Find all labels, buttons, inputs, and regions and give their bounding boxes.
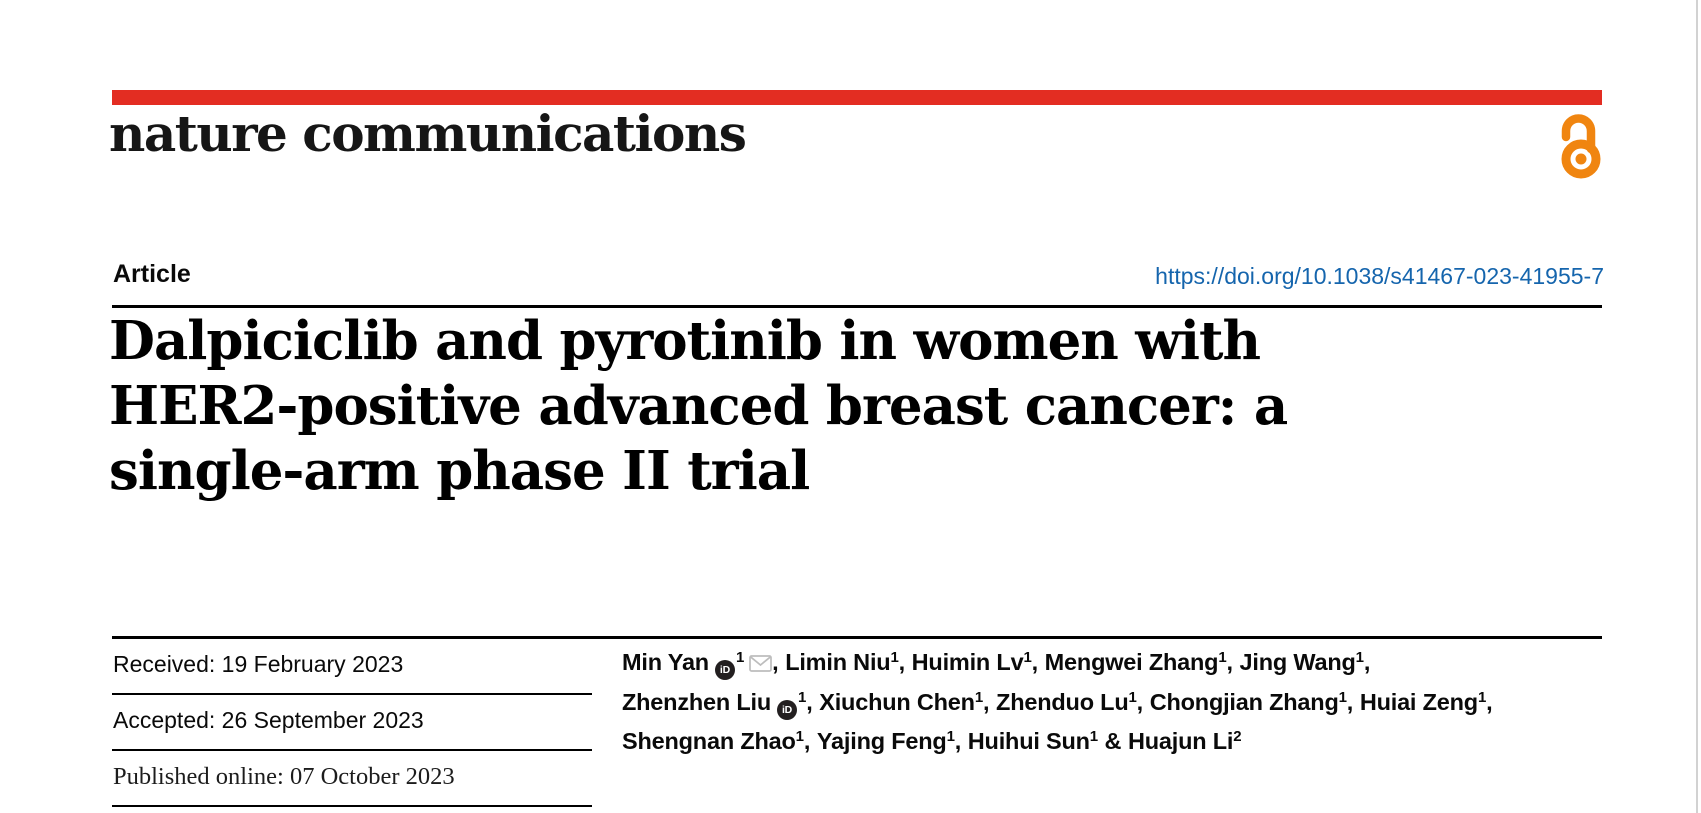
author-separator: , bbox=[1031, 649, 1045, 675]
history-divider bbox=[112, 805, 592, 807]
author: Chongjian Zhang bbox=[1149, 688, 1339, 715]
affiliation-superscript: 1 bbox=[735, 649, 745, 667]
affiliation-superscript: 2 bbox=[1233, 728, 1242, 746]
affiliation-superscript: 1 bbox=[1128, 688, 1137, 706]
author-separator: , bbox=[982, 688, 997, 715]
author: Min Yan bbox=[622, 649, 709, 675]
author-separator: , bbox=[1136, 688, 1150, 715]
affiliation-superscript: 1 bbox=[1355, 649, 1364, 667]
header-divider-rule bbox=[112, 636, 1602, 639]
author: Shengnan Zhao bbox=[622, 728, 796, 754]
affiliation-superscript: 1 bbox=[795, 728, 804, 746]
journal-logo: nature communications bbox=[109, 104, 747, 163]
history-received: Received: 19 February 2023 bbox=[113, 651, 404, 677]
history-published: Published online: 07 October 2023 bbox=[113, 763, 455, 790]
author: Huajun Li bbox=[1127, 728, 1234, 754]
affiliation-superscript: 1 bbox=[1477, 688, 1487, 706]
author: Mengwei Zhang bbox=[1044, 649, 1219, 675]
article-title-line: Dalpiciclib and pyrotinib in women with bbox=[109, 310, 1261, 372]
author-separator: , bbox=[1346, 688, 1360, 715]
affiliation-superscript: 1 bbox=[798, 688, 807, 706]
orcid-id-icon[interactable]: iD bbox=[714, 660, 735, 680]
author-line: Zhenzhen Liu iD1, Xiuchun Chen1, Zhenduo … bbox=[622, 685, 1612, 725]
article-title: Dalpiciclib and pyrotinib in women with … bbox=[109, 309, 1288, 504]
title-top-rule bbox=[112, 305, 1602, 308]
author: Xiuchun Chen bbox=[819, 688, 975, 715]
author: Huiai Zeng bbox=[1359, 688, 1478, 715]
affiliation-superscript: 1 bbox=[890, 649, 899, 667]
history-divider bbox=[112, 749, 592, 751]
author: Zhenzhen Liu bbox=[622, 688, 772, 715]
author-separator: , bbox=[1486, 688, 1493, 715]
author-separator: , bbox=[772, 649, 786, 675]
author: Zhenduo Lu bbox=[996, 688, 1129, 715]
author: Limin Niu bbox=[785, 649, 891, 675]
open-access-icon bbox=[1561, 114, 1601, 179]
author-separator: , bbox=[954, 728, 968, 754]
article-title-line: single-arm phase II trial bbox=[109, 440, 810, 502]
envelope-icon[interactable] bbox=[749, 647, 772, 681]
author: Jing Wang bbox=[1239, 649, 1356, 675]
article-type-label: Article bbox=[113, 260, 191, 288]
author-separator: , bbox=[806, 688, 820, 715]
doi-link[interactable]: https://doi.org/10.1038/s41467-023-41955… bbox=[1155, 263, 1604, 289]
affiliation-superscript: 1 bbox=[1023, 649, 1032, 667]
affiliation-superscript: 1 bbox=[946, 728, 955, 746]
author: Huihui Sun bbox=[967, 728, 1090, 754]
author: Yajing Feng bbox=[816, 728, 947, 754]
author-line: Shengnan Zhao1, Yajing Feng1, Huihui Sun… bbox=[622, 724, 1612, 764]
history-accepted: Accepted: 26 September 2023 bbox=[113, 707, 424, 733]
author-separator: , bbox=[1363, 649, 1371, 675]
affiliation-superscript: 1 bbox=[1089, 728, 1098, 746]
history-divider bbox=[112, 693, 592, 695]
author: Huimin Lv bbox=[911, 649, 1024, 675]
author-separator: , bbox=[1226, 649, 1240, 675]
orcid-id-icon[interactable]: iD bbox=[777, 699, 798, 720]
brand-rule bbox=[112, 90, 1602, 105]
author-separator: & bbox=[1097, 728, 1128, 754]
page-right-border bbox=[1696, 0, 1698, 813]
affiliation-superscript: 1 bbox=[1338, 688, 1347, 706]
author-separator: , bbox=[898, 649, 912, 675]
author-list: Min Yan iD1, Limin Niu1, Huimin Lv1, Meng… bbox=[622, 645, 1612, 764]
article-title-line: HER2-positive advanced breast cancer: a bbox=[109, 375, 1288, 437]
affiliation-superscript: 1 bbox=[1218, 649, 1227, 667]
author-separator: , bbox=[803, 728, 817, 754]
author-line: Min Yan iD1, Limin Niu1, Huimin Lv1, Meng… bbox=[622, 645, 1612, 685]
affiliation-superscript: 1 bbox=[974, 688, 983, 706]
